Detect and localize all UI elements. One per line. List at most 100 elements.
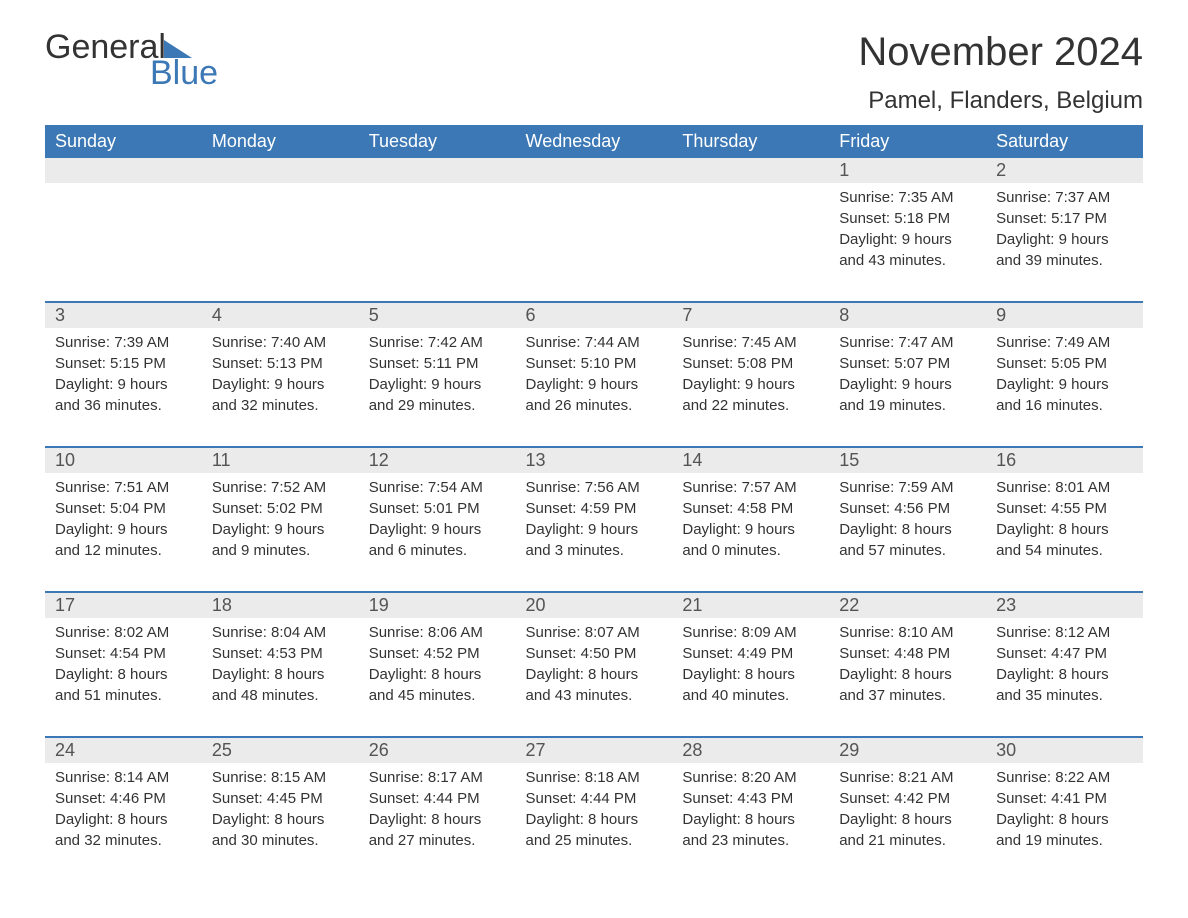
weekday-header: Thursday xyxy=(672,125,829,158)
day-content: Sunrise: 7:44 AMSunset: 5:10 PMDaylight:… xyxy=(516,328,673,446)
daylight-line-2: and 22 minutes. xyxy=(682,395,819,416)
weekday-header: Sunday xyxy=(45,125,202,158)
sunset-line: Sunset: 5:10 PM xyxy=(526,353,663,374)
sunrise-line: Sunrise: 7:51 AM xyxy=(55,477,192,498)
day-content: Sunrise: 7:52 AMSunset: 5:02 PMDaylight:… xyxy=(202,473,359,591)
sunrise-line: Sunrise: 8:07 AM xyxy=(526,622,663,643)
sunset-line: Sunset: 4:49 PM xyxy=(682,643,819,664)
day-content: Sunrise: 8:04 AMSunset: 4:53 PMDaylight:… xyxy=(202,618,359,736)
day-cell: 8Sunrise: 7:47 AMSunset: 5:07 PMDaylight… xyxy=(829,302,986,447)
calendar-body: 1Sunrise: 7:35 AMSunset: 5:18 PMDaylight… xyxy=(45,158,1143,881)
empty-day-number xyxy=(45,158,202,183)
day-cell: 2Sunrise: 7:37 AMSunset: 5:17 PMDaylight… xyxy=(986,158,1143,302)
daylight-line-1: Daylight: 8 hours xyxy=(212,809,349,830)
day-content: Sunrise: 8:07 AMSunset: 4:50 PMDaylight:… xyxy=(516,618,673,736)
sunrise-line: Sunrise: 7:49 AM xyxy=(996,332,1133,353)
day-content: Sunrise: 7:47 AMSunset: 5:07 PMDaylight:… xyxy=(829,328,986,446)
sunrise-line: Sunrise: 7:47 AM xyxy=(839,332,976,353)
daylight-line-2: and 54 minutes. xyxy=(996,540,1133,561)
day-cell: 7Sunrise: 7:45 AMSunset: 5:08 PMDaylight… xyxy=(672,302,829,447)
day-cell: 14Sunrise: 7:57 AMSunset: 4:58 PMDayligh… xyxy=(672,447,829,592)
daylight-line-1: Daylight: 8 hours xyxy=(369,664,506,685)
sunset-line: Sunset: 5:05 PM xyxy=(996,353,1133,374)
day-cell: 18Sunrise: 8:04 AMSunset: 4:53 PMDayligh… xyxy=(202,592,359,737)
daylight-line-2: and 12 minutes. xyxy=(55,540,192,561)
sunrise-line: Sunrise: 8:10 AM xyxy=(839,622,976,643)
day-content: Sunrise: 8:02 AMSunset: 4:54 PMDaylight:… xyxy=(45,618,202,736)
week-row: 10Sunrise: 7:51 AMSunset: 5:04 PMDayligh… xyxy=(45,447,1143,592)
daylight-line-1: Daylight: 9 hours xyxy=(212,519,349,540)
day-content: Sunrise: 8:17 AMSunset: 4:44 PMDaylight:… xyxy=(359,763,516,881)
sunrise-line: Sunrise: 7:57 AM xyxy=(682,477,819,498)
day-cell xyxy=(359,158,516,302)
weekday-row: SundayMondayTuesdayWednesdayThursdayFrid… xyxy=(45,125,1143,158)
daylight-line-1: Daylight: 9 hours xyxy=(839,374,976,395)
weekday-header: Wednesday xyxy=(516,125,673,158)
sunset-line: Sunset: 4:54 PM xyxy=(55,643,192,664)
daylight-line-1: Daylight: 8 hours xyxy=(682,809,819,830)
daylight-line-1: Daylight: 8 hours xyxy=(369,809,506,830)
sunset-line: Sunset: 5:18 PM xyxy=(839,208,976,229)
day-number: 12 xyxy=(359,448,516,473)
day-number: 16 xyxy=(986,448,1143,473)
day-number: 6 xyxy=(516,303,673,328)
sunrise-line: Sunrise: 7:54 AM xyxy=(369,477,506,498)
daylight-line-1: Daylight: 8 hours xyxy=(55,664,192,685)
day-number: 22 xyxy=(829,593,986,618)
day-cell: 30Sunrise: 8:22 AMSunset: 4:41 PMDayligh… xyxy=(986,737,1143,881)
day-cell: 3Sunrise: 7:39 AMSunset: 5:15 PMDaylight… xyxy=(45,302,202,447)
sunset-line: Sunset: 5:11 PM xyxy=(369,353,506,374)
day-content: Sunrise: 7:40 AMSunset: 5:13 PMDaylight:… xyxy=(202,328,359,446)
sunrise-line: Sunrise: 7:42 AM xyxy=(369,332,506,353)
sunrise-line: Sunrise: 7:45 AM xyxy=(682,332,819,353)
day-cell: 19Sunrise: 8:06 AMSunset: 4:52 PMDayligh… xyxy=(359,592,516,737)
week-row: 1Sunrise: 7:35 AMSunset: 5:18 PMDaylight… xyxy=(45,158,1143,302)
daylight-line-2: and 21 minutes. xyxy=(839,830,976,851)
weekday-header: Friday xyxy=(829,125,986,158)
day-cell: 9Sunrise: 7:49 AMSunset: 5:05 PMDaylight… xyxy=(986,302,1143,447)
daylight-line-2: and 45 minutes. xyxy=(369,685,506,706)
daylight-line-1: Daylight: 8 hours xyxy=(55,809,192,830)
day-cell xyxy=(45,158,202,302)
day-cell: 1Sunrise: 7:35 AMSunset: 5:18 PMDaylight… xyxy=(829,158,986,302)
logo: General Blue xyxy=(45,30,266,69)
day-content: Sunrise: 8:06 AMSunset: 4:52 PMDaylight:… xyxy=(359,618,516,736)
day-cell: 12Sunrise: 7:54 AMSunset: 5:01 PMDayligh… xyxy=(359,447,516,592)
sunrise-line: Sunrise: 8:09 AM xyxy=(682,622,819,643)
sunset-line: Sunset: 4:52 PM xyxy=(369,643,506,664)
daylight-line-1: Daylight: 8 hours xyxy=(212,664,349,685)
sunrise-line: Sunrise: 8:14 AM xyxy=(55,767,192,788)
empty-day-number xyxy=(516,158,673,183)
sunset-line: Sunset: 4:55 PM xyxy=(996,498,1133,519)
day-number: 29 xyxy=(829,738,986,763)
sunset-line: Sunset: 4:41 PM xyxy=(996,788,1133,809)
daylight-line-2: and 27 minutes. xyxy=(369,830,506,851)
day-content: Sunrise: 7:42 AMSunset: 5:11 PMDaylight:… xyxy=(359,328,516,446)
day-cell: 4Sunrise: 7:40 AMSunset: 5:13 PMDaylight… xyxy=(202,302,359,447)
daylight-line-2: and 6 minutes. xyxy=(369,540,506,561)
daylight-line-1: Daylight: 9 hours xyxy=(996,229,1133,250)
sunrise-line: Sunrise: 8:15 AM xyxy=(212,767,349,788)
week-row: 24Sunrise: 8:14 AMSunset: 4:46 PMDayligh… xyxy=(45,737,1143,881)
day-content: Sunrise: 7:45 AMSunset: 5:08 PMDaylight:… xyxy=(672,328,829,446)
day-cell: 11Sunrise: 7:52 AMSunset: 5:02 PMDayligh… xyxy=(202,447,359,592)
sunset-line: Sunset: 4:47 PM xyxy=(996,643,1133,664)
sunrise-line: Sunrise: 8:21 AM xyxy=(839,767,976,788)
day-cell: 29Sunrise: 8:21 AMSunset: 4:42 PMDayligh… xyxy=(829,737,986,881)
logo-text-general: General xyxy=(45,30,166,64)
daylight-line-1: Daylight: 9 hours xyxy=(55,374,192,395)
daylight-line-2: and 40 minutes. xyxy=(682,685,819,706)
day-cell xyxy=(672,158,829,302)
day-number: 23 xyxy=(986,593,1143,618)
sunset-line: Sunset: 4:48 PM xyxy=(839,643,976,664)
daylight-line-2: and 57 minutes. xyxy=(839,540,976,561)
day-cell: 17Sunrise: 8:02 AMSunset: 4:54 PMDayligh… xyxy=(45,592,202,737)
sunset-line: Sunset: 4:53 PM xyxy=(212,643,349,664)
empty-day-number xyxy=(202,158,359,183)
day-content: Sunrise: 7:56 AMSunset: 4:59 PMDaylight:… xyxy=(516,473,673,591)
day-content: Sunrise: 7:51 AMSunset: 5:04 PMDaylight:… xyxy=(45,473,202,591)
weekday-header: Saturday xyxy=(986,125,1143,158)
day-cell: 13Sunrise: 7:56 AMSunset: 4:59 PMDayligh… xyxy=(516,447,673,592)
day-number: 21 xyxy=(672,593,829,618)
daylight-line-2: and 48 minutes. xyxy=(212,685,349,706)
